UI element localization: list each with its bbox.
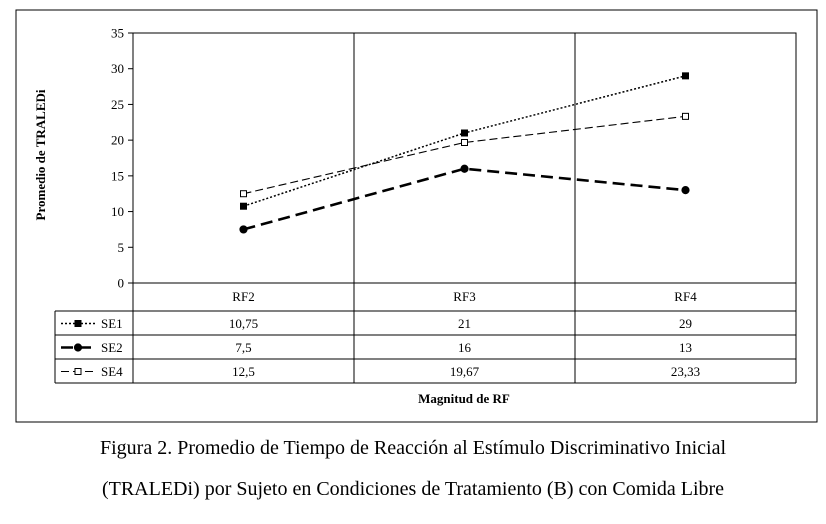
data-point-se4 [461,139,468,146]
table-value: 10,75 [229,316,258,331]
series-line-se4 [243,115,686,195]
data-point-se2 [239,225,248,234]
y-tick-label: 15 [111,168,124,183]
y-tick-label: 0 [118,276,125,291]
x-axis-title: Magnitud de RF [418,391,510,406]
data-point-se1 [461,129,468,137]
table-value: 23,33 [671,364,700,379]
y-tick-label: 20 [111,133,124,148]
series-line-se2 [243,167,686,231]
legend-label-se1: SE1 [101,316,123,331]
table-category-label: RF2 [232,289,254,304]
data-point-se1 [240,202,247,210]
legend-marker-se1 [74,320,82,327]
figure-caption-line-1: Figura 2. Promedio de Tiempo de Reacción… [99,437,726,459]
table-value: 7,5 [235,340,251,355]
legend-label-se4: SE4 [101,364,123,379]
data-point-se1 [682,72,689,80]
table-value: 13 [679,340,692,355]
legend-marker-se2 [73,343,83,352]
table-value: 19,67 [450,364,480,379]
table-value: 29 [679,316,692,331]
data-point-se2 [460,164,469,173]
y-axis-title: Promedio de TRALEDi [33,89,48,220]
y-tick-label: 10 [111,204,124,219]
y-tick-label: 35 [111,26,124,41]
data-point-se4 [240,190,247,198]
plot-border [132,32,797,284]
data-point-se4 [682,112,689,120]
y-tick-label: 30 [111,61,124,76]
figure-caption-line-2: (TRALEDi) por Sujeto en Condiciones de T… [101,478,725,500]
table-value: 12,5 [232,364,255,379]
table-category-label: RF4 [674,289,697,304]
table-value: 16 [458,340,472,355]
legend-label-se2: SE2 [101,340,123,355]
table-category-label: RF3 [453,289,475,304]
data-point-se2 [681,186,690,195]
plot-area: 0 5 10 15 20 25 30 35 RF2 RF3 RF4 SE1 10,75 21 29 SE2 7,… [54,26,797,384]
table-value: 21 [458,316,471,331]
legend-marker-se4 [74,368,82,375]
y-tick-label: 25 [111,97,124,112]
figure-frame [15,9,818,423]
y-tick-label: 5 [118,240,125,255]
